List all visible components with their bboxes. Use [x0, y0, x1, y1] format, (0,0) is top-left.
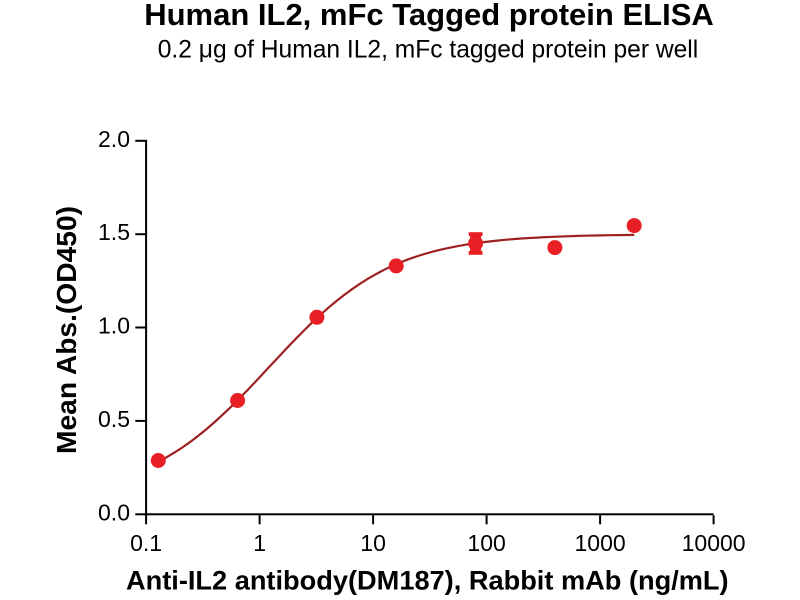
svg-text:100: 100	[467, 530, 505, 556]
svg-text:1.0: 1.0	[98, 313, 130, 339]
svg-text:1000: 1000	[575, 530, 626, 556]
svg-text:0.1: 0.1	[130, 530, 162, 556]
svg-text:0.0: 0.0	[98, 499, 130, 525]
svg-text:10: 10	[360, 530, 386, 556]
svg-text:10000: 10000	[682, 530, 746, 556]
svg-text:0.2 μg of Human IL2, mFc tagge: 0.2 μg of Human IL2, mFc tagged protein …	[158, 37, 699, 64]
svg-text:2.0: 2.0	[98, 126, 130, 152]
svg-text:1.5: 1.5	[98, 219, 130, 245]
svg-text:Anti-IL2 antibody(DM187), Rabb: Anti-IL2 antibody(DM187), Rabbit mAb (ng…	[126, 565, 729, 596]
svg-text:Human IL2, mFc Tagged protein: Human IL2, mFc Tagged protein ELISA	[144, 0, 714, 32]
svg-text:Mean Abs.(OD450): Mean Abs.(OD450)	[50, 206, 82, 454]
svg-text:0.5: 0.5	[98, 406, 130, 432]
svg-text:1: 1	[253, 530, 266, 556]
